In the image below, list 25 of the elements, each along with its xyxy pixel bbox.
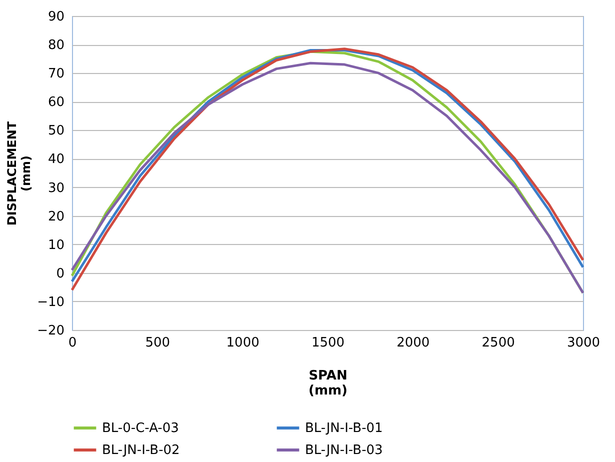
y-tick-label: 70 — [48, 66, 64, 82]
x-axis-title: SPAN (mm) — [308, 368, 348, 398]
x-tick-label: 500 — [145, 336, 170, 350]
x-tick-label: 3000 — [566, 336, 600, 350]
y-tick-label: 10 — [48, 238, 64, 253]
y-axis-title: DISPLACEMENT (mm) — [5, 120, 34, 226]
y-tick-label: 50 — [48, 124, 64, 139]
x-tick-label: 2000 — [396, 336, 430, 350]
x-tick-label: 1000 — [226, 336, 260, 350]
y-tick-label: −10 — [37, 294, 64, 310]
legend-label: BL-0-C-A-03 — [102, 421, 179, 436]
legend-label: BL-JN-I-B-02 — [102, 443, 180, 458]
y-tick-label: 90 — [48, 10, 64, 24]
y-tick-label: 80 — [48, 38, 64, 54]
y-tick-label: −20 — [37, 324, 64, 338]
x-tick-label: 0 — [68, 336, 77, 350]
x-tick-label: 2500 — [482, 336, 515, 350]
y-tick-label: 20 — [48, 209, 64, 224]
y-tick-label: 0 — [56, 266, 64, 282]
legend-label: BL-JN-I-B-01 — [305, 421, 383, 436]
y-tick-label: 30 — [48, 180, 64, 196]
legend-label: BL-JN-I-B-03 — [305, 443, 383, 458]
y-tick-label: 40 — [48, 152, 64, 168]
y-tick-label: 60 — [48, 95, 64, 110]
x-tick-label: 1500 — [311, 336, 345, 350]
